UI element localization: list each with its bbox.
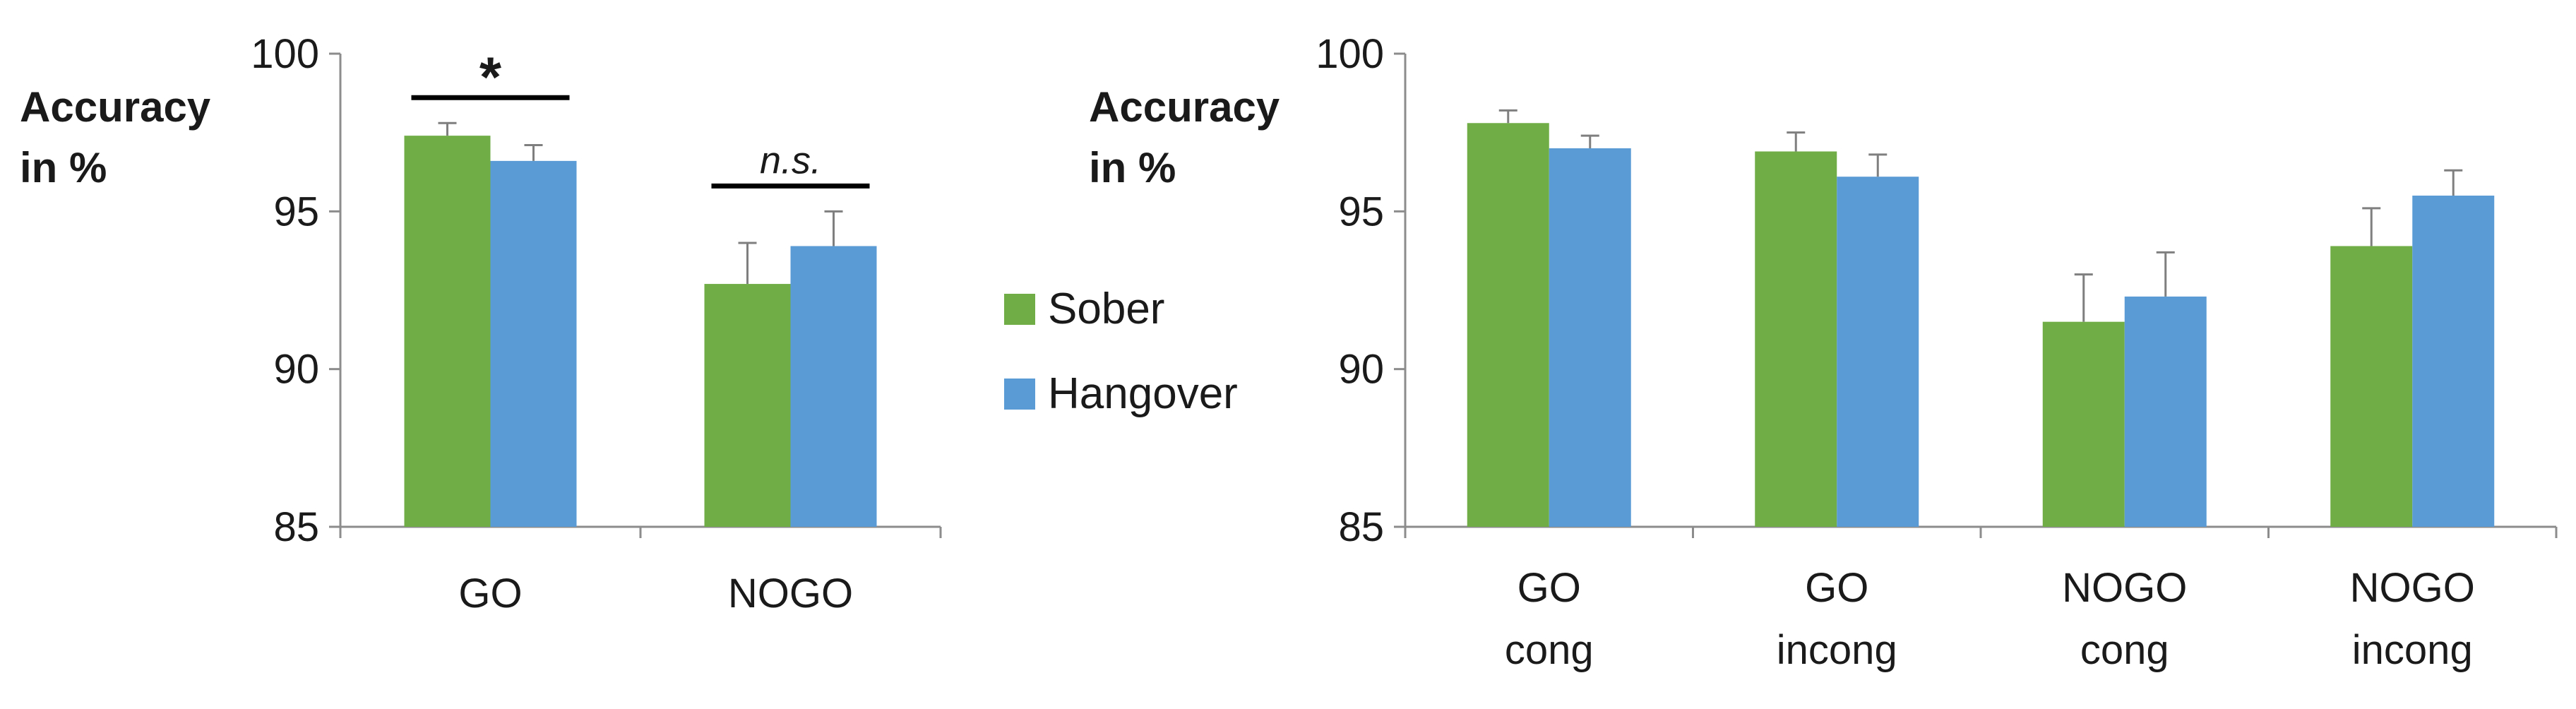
y-tick-label: 100 <box>251 31 319 77</box>
y-tick-label: 90 <box>1338 347 1384 393</box>
significance-label: n.s. <box>760 139 821 181</box>
x-tick-label: NOGO <box>2062 565 2187 611</box>
y-tick-label: 85 <box>273 504 319 550</box>
x-tick-label: cong <box>1505 627 1594 673</box>
bar-hangover-3 <box>2412 196 2495 527</box>
x-tick-label: incong <box>1777 627 1897 673</box>
chart-left: Accuracy in % 85 90 95 100 GO * NOGO n.s. <box>20 31 942 616</box>
significance-label: * <box>479 45 502 108</box>
chart-right: Accuracy in % 85 90 95 100 GO cong GO incong NOGO c… <box>1089 31 2558 673</box>
bar-hangover-0 <box>1549 148 1631 527</box>
y-axis-label: Accuracy <box>20 83 211 131</box>
legend-swatch-sober <box>1004 294 1035 325</box>
bar-sober-1 <box>1755 151 1837 527</box>
bar-sober-1 <box>704 284 791 527</box>
legend-label: Sober <box>1048 285 1164 333</box>
bar-sober-0 <box>1467 123 1549 527</box>
bar-hangover-2 <box>2124 296 2207 527</box>
legend: Sober Hangover <box>1004 285 1238 418</box>
y-tick-label: 100 <box>1316 31 1384 77</box>
bar-sober-0 <box>404 136 491 528</box>
bar-sober-3 <box>2330 246 2413 527</box>
bar-sober-2 <box>2042 321 2125 527</box>
bar-hangover-0 <box>490 160 577 527</box>
x-tick-label: GO <box>1805 565 1868 611</box>
legend-label: Hangover <box>1048 369 1238 418</box>
bar-hangover-1 <box>790 246 877 527</box>
x-tick-label: NOGO <box>728 571 853 616</box>
x-tick-label: GO <box>1517 565 1581 611</box>
bar-hangover-1 <box>1837 177 1919 527</box>
y-tick-label: 85 <box>1338 504 1384 550</box>
x-tick-label: incong <box>2352 627 2473 673</box>
y-tick-label: 95 <box>273 189 319 234</box>
y-axis-label: in % <box>20 144 107 191</box>
x-tick-label: NOGO <box>2350 565 2475 611</box>
x-tick-label: GO <box>458 571 522 616</box>
x-tick-label: cong <box>2080 627 2169 673</box>
y-axis-label: Accuracy <box>1089 83 1280 131</box>
y-tick-label: 95 <box>1338 189 1384 234</box>
y-axis-label: in % <box>1089 144 1176 191</box>
y-tick-label: 90 <box>273 347 319 393</box>
legend-swatch-hangover <box>1004 379 1035 410</box>
